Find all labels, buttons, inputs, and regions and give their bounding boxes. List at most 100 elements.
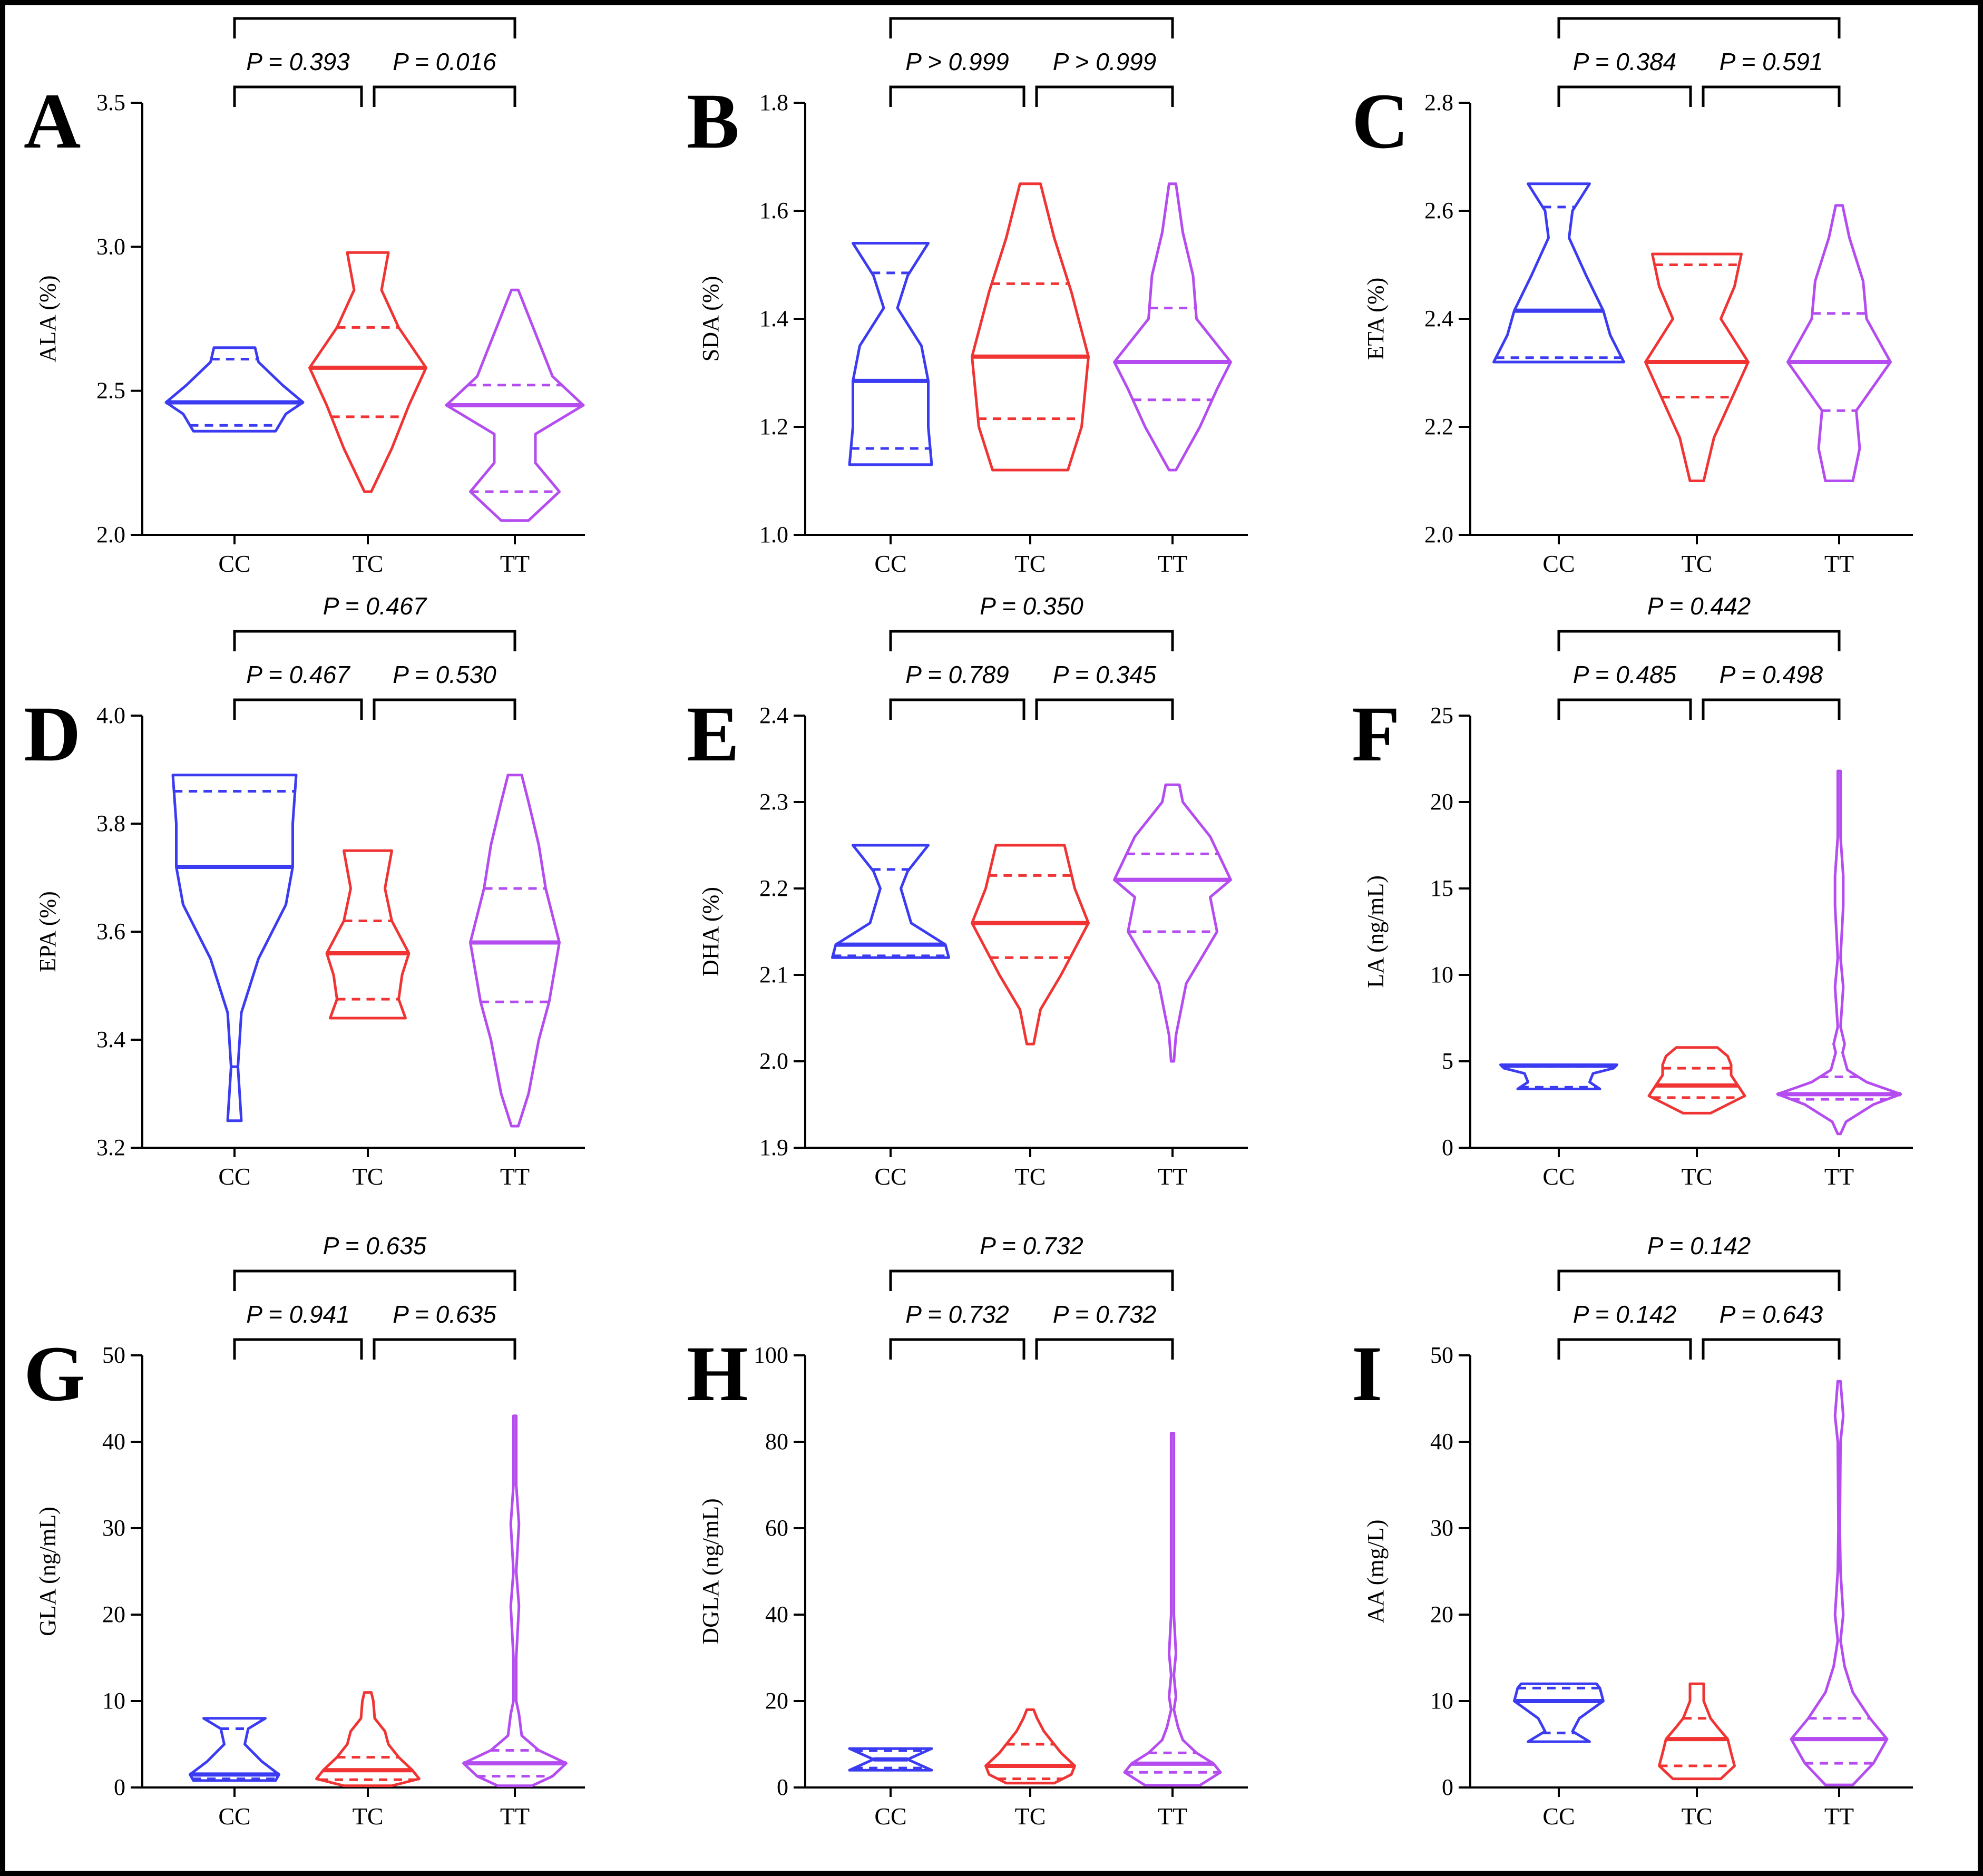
significance-bracket (1035, 85, 1174, 107)
y-tick-label: 3.2 (96, 1135, 125, 1160)
violin-tt (1113, 182, 1232, 472)
x-tick-label: TC (1015, 550, 1046, 577)
y-tick-label: 3.4 (96, 1027, 125, 1052)
p-value-label: P = 0.591 (1720, 48, 1823, 75)
violin-tt (1786, 204, 1892, 482)
p-value-label: P = 0.467 (323, 592, 427, 620)
p-value-label: P = 0.142 (1647, 1232, 1751, 1259)
significance-bracket (889, 630, 1174, 651)
p-value-label: P = 0.485 (1573, 661, 1677, 688)
x-tick-label: TT (500, 550, 530, 577)
panel-c: 2.0 2.2 2.4 2.6 2.8 CC TC TT ETA (%) C P = 0.384 P … (1352, 0, 1913, 577)
violin-tt (462, 1414, 568, 1787)
significance-bracket (1557, 85, 1692, 107)
violin-cc (189, 1717, 280, 1782)
p-value-label: P = 0.498 (1720, 661, 1823, 688)
panel-letter: G (24, 1330, 85, 1418)
significance-bracket (233, 85, 363, 107)
p-value-label: P = 0.350 (980, 592, 1083, 620)
violin-tt (1113, 783, 1232, 1063)
x-tick-label: TC (1682, 550, 1713, 577)
significance-bracket (1557, 17, 1841, 38)
y-tick-label: 20 (1430, 1601, 1453, 1627)
y-tick-label: 2.0 (96, 522, 125, 548)
x-tick-label: TC (1682, 1163, 1713, 1190)
panel-letter: B (687, 77, 739, 165)
panel-letter: D (24, 690, 81, 778)
x-tick-label: CC (1542, 550, 1575, 577)
p-value-label: P > 0.999 (980, 0, 1083, 7)
significance-bracket (233, 630, 516, 651)
violin-tc (1644, 252, 1750, 482)
panel-e: 1.9 2.0 2.1 2.2 2.3 2.4 CC TC TT DHA (%) E P = 0.78… (687, 592, 1248, 1190)
y-tick-label: 1.4 (759, 306, 788, 331)
significance-bracket (889, 1269, 1174, 1291)
p-value-label: P > 0.999 (1053, 48, 1157, 75)
violin-cc (1492, 182, 1625, 364)
panel-letter: E (687, 690, 739, 778)
y-tick-label: 2.2 (1424, 414, 1453, 439)
p-value-label: P = 0.643 (1720, 1301, 1823, 1328)
y-tick-label: 1.0 (759, 522, 788, 548)
y-axis-title: EPA (%) (35, 891, 61, 972)
panel-d: 3.2 3.4 3.6 3.8 4.0 CC TC TT EPA (%) D P = 0.467 P … (24, 592, 585, 1190)
x-tick-label: CC (218, 1163, 250, 1190)
p-value-label: P = 0.379 (1647, 0, 1751, 7)
violin-cc (164, 346, 305, 433)
y-tick-label: 40 (765, 1601, 788, 1627)
y-tick-label: 1.2 (759, 414, 788, 439)
y-tick-label: 100 (754, 1342, 788, 1368)
y-tick-label: 20 (102, 1601, 125, 1627)
significance-bracket (1557, 698, 1692, 720)
significance-bracket (889, 17, 1174, 38)
panel-f: 0 5 10 15 20 25 CC TC TT LA (ng/mL) F P = 0.485 P = … (1352, 592, 1913, 1190)
x-tick-label: TC (1682, 1803, 1713, 1830)
violin-tc (1658, 1682, 1736, 1781)
x-tick-label: CC (874, 1803, 906, 1830)
x-tick-label: TT (500, 1803, 530, 1830)
y-axis-title: ALA (%) (35, 276, 61, 363)
significance-bracket (1035, 698, 1174, 720)
y-tick-label: 20 (1430, 789, 1453, 815)
y-axis-title: DGLA (ng/mL) (698, 1498, 724, 1644)
significance-bracket (1557, 630, 1841, 651)
x-tick-label: TT (1158, 1163, 1187, 1190)
p-value-label: P = 0.393 (246, 48, 350, 75)
violin-tc (971, 844, 1090, 1046)
x-tick-label: CC (218, 1803, 250, 1830)
panel-i: 0 10 20 30 40 50 CC TC TT AA (mg/L) I P = 0.142 P = … (1352, 1232, 1913, 1830)
y-tick-label: 0 (777, 1774, 788, 1800)
y-tick-label: 25 (1430, 702, 1453, 728)
panel-g: 0 10 20 30 40 50 CC TC TT GLA (ng/mL) G P = 0.941 P … (24, 1232, 585, 1830)
y-tick-label: 2.6 (1424, 198, 1453, 223)
violin-tc (1647, 1046, 1746, 1115)
violin-cc (831, 844, 950, 959)
p-value-label: P = 0.635 (323, 1232, 427, 1259)
y-tick-label: 1.9 (759, 1135, 788, 1160)
significance-bracket (1035, 1338, 1174, 1360)
y-tick-label: 2.5 (96, 378, 125, 404)
y-tick-label: 3.8 (96, 810, 125, 836)
violin-tc (308, 251, 427, 493)
y-tick-label: 5 (1442, 1048, 1453, 1074)
panel-letter: C (1352, 77, 1409, 165)
significance-bracket (889, 1338, 1025, 1360)
y-tick-label: 2.8 (1424, 90, 1453, 115)
significance-bracket (1557, 1269, 1841, 1291)
p-value-label: P = 0.941 (246, 1301, 350, 1328)
p-value-label: P = 0.414 (323, 0, 427, 7)
panel-b: 1.0 1.2 1.4 1.6 1.8 CC TC TT SDA (%) B P > 0.999 P … (687, 0, 1248, 577)
p-value-label: P = 0.442 (1647, 592, 1751, 620)
y-tick-label: 0 (1442, 1135, 1453, 1160)
p-value-label: P = 0.732 (980, 1232, 1083, 1259)
p-value-label: P > 0.999 (905, 48, 1009, 75)
y-tick-label: 3.5 (96, 90, 125, 115)
y-tick-label: 10 (1430, 962, 1453, 988)
significance-bracket (373, 698, 516, 720)
p-value-label: P = 0.016 (393, 48, 496, 75)
significance-bracket (373, 85, 516, 107)
x-tick-label: CC (874, 1163, 906, 1190)
x-tick-label: CC (1542, 1803, 1575, 1830)
significance-bracket (233, 1338, 363, 1360)
y-tick-label: 40 (1430, 1429, 1453, 1454)
